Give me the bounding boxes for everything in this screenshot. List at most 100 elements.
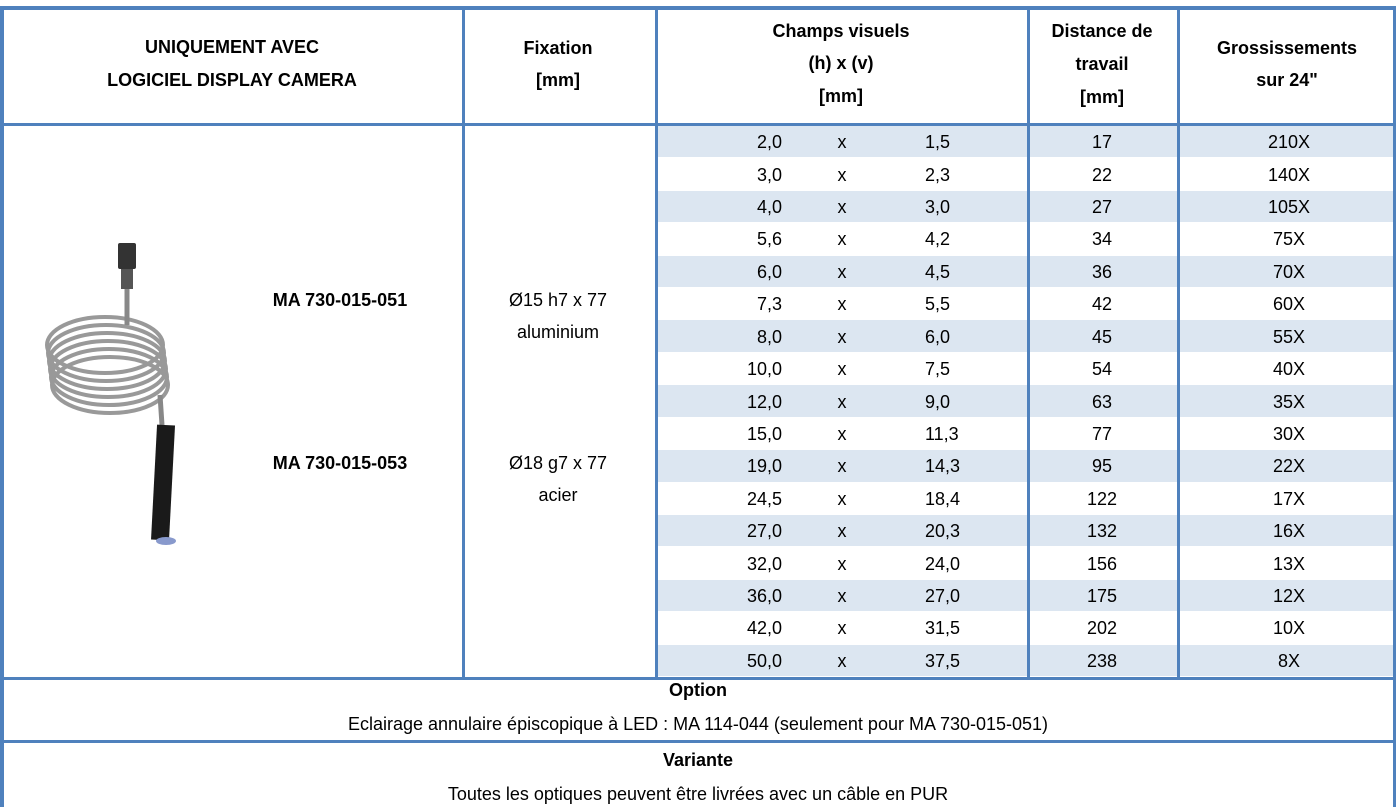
field-h: 12,0: [746, 391, 782, 412]
row-separator: [657, 643, 1393, 645]
magnification: 40X: [1272, 359, 1306, 380]
field-v: 7,5: [925, 359, 951, 380]
column-line: [462, 8, 465, 678]
field-v: 6,0: [925, 326, 951, 347]
row-separator: [657, 578, 1393, 580]
row-separator: [657, 254, 1393, 256]
field-sep: x: [837, 132, 847, 153]
distance: 27: [1091, 197, 1113, 218]
row-band: [657, 514, 1393, 548]
field-h: 27,0: [746, 521, 782, 542]
magnification: 75X: [1272, 229, 1306, 250]
field-v: 9,0: [925, 391, 951, 412]
option-text: Eclairage annulaire épiscopique à LED : …: [347, 714, 1049, 734]
row-separator: [657, 546, 1393, 548]
model: MA 730-015-053: [272, 453, 408, 473]
magnification: 12X: [1272, 585, 1306, 606]
row-separator: [657, 222, 1393, 224]
header-cell: (h) x (v): [808, 53, 874, 73]
row-band: [657, 320, 1393, 353]
field-v: 18,4: [925, 488, 961, 509]
distance: 77: [1091, 423, 1113, 444]
field-sep: x: [837, 521, 847, 542]
field-v: 1,5: [925, 132, 951, 153]
border: [0, 6, 1396, 10]
magnification: 70X: [1272, 261, 1306, 282]
distance: 45: [1091, 326, 1113, 347]
field-sep: x: [837, 423, 847, 444]
distance: 132: [1086, 521, 1118, 542]
distance: 54: [1091, 359, 1113, 380]
magnification: 17X: [1272, 488, 1306, 509]
distance: 156: [1086, 553, 1118, 574]
mount: acier: [538, 485, 578, 505]
distance: 175: [1086, 585, 1118, 606]
row-separator: [657, 384, 1393, 386]
mount: Ø15 h7 x 77: [508, 290, 608, 310]
field-h: 7,3: [756, 294, 782, 315]
field-h: 5,6: [756, 229, 782, 250]
magnification: 16X: [1272, 521, 1306, 542]
model: MA 730-015-051: [272, 290, 408, 310]
field-v: 5,5: [925, 294, 951, 315]
field-h: 8,0: [756, 326, 782, 347]
magnification: 13X: [1272, 553, 1306, 574]
field-v: 14,3: [925, 456, 961, 477]
header-cell: LOGICIEL DISPLAY CAMERA: [107, 70, 357, 90]
field-h: 10,0: [746, 359, 782, 380]
field-v: 11,3: [925, 423, 959, 444]
option-title: Option: [669, 680, 727, 700]
magnification: 105X: [1267, 197, 1311, 218]
magnification: 35X: [1272, 391, 1306, 412]
row-separator: [657, 513, 1393, 515]
row-band: [657, 385, 1393, 418]
field-sep: x: [837, 359, 847, 380]
header-cell: [mm]: [536, 70, 580, 90]
magnification: 55X: [1272, 326, 1306, 347]
row-separator: [657, 676, 1393, 677]
mount: aluminium: [516, 322, 600, 342]
variant-text: Toutes les optiques peuvent être livrées…: [447, 784, 949, 804]
distance: 36: [1091, 261, 1113, 282]
row-band: [657, 579, 1393, 613]
border: [0, 677, 1396, 680]
magnification: 10X: [1272, 618, 1306, 639]
field-sep: x: [837, 164, 847, 185]
border: [0, 740, 1396, 743]
distance: 95: [1091, 456, 1113, 477]
row-separator: [657, 319, 1393, 321]
field-h: 15,0: [746, 423, 782, 444]
field-h: 3,0: [756, 164, 782, 185]
distance: 22: [1091, 164, 1113, 185]
field-h: 2,0: [756, 132, 782, 153]
border: [0, 6, 4, 807]
field-sep: x: [837, 294, 847, 315]
field-h: 19,0: [746, 456, 782, 477]
column-line: [1177, 8, 1180, 678]
field-sep: x: [837, 618, 847, 639]
field-v: 4,5: [925, 261, 951, 282]
field-v: 20,3: [925, 521, 961, 542]
field-sep: x: [837, 326, 847, 347]
field-sep: x: [837, 553, 847, 574]
field-v: 24,0: [925, 553, 961, 574]
field-sep: x: [837, 488, 847, 509]
field-h: 32,0: [746, 553, 782, 574]
header-cell: travail: [1075, 54, 1129, 74]
row-band: [657, 190, 1393, 224]
field-sep: x: [837, 261, 847, 282]
border: [0, 123, 1396, 126]
field-v: 31,5: [925, 618, 961, 639]
field-h: 50,0: [746, 650, 782, 671]
magnification: 210X: [1267, 132, 1311, 153]
field-h: 42,0: [746, 618, 782, 639]
header-cell: [mm]: [819, 86, 863, 106]
header-cell: Grossissements: [1216, 38, 1358, 58]
row-separator: [657, 449, 1393, 451]
distance: 202: [1086, 618, 1118, 639]
distance: 122: [1086, 488, 1118, 509]
row-separator: [657, 287, 1393, 289]
mount: Ø18 g7 x 77: [508, 453, 608, 473]
header-cell: Distance de: [1051, 21, 1153, 41]
